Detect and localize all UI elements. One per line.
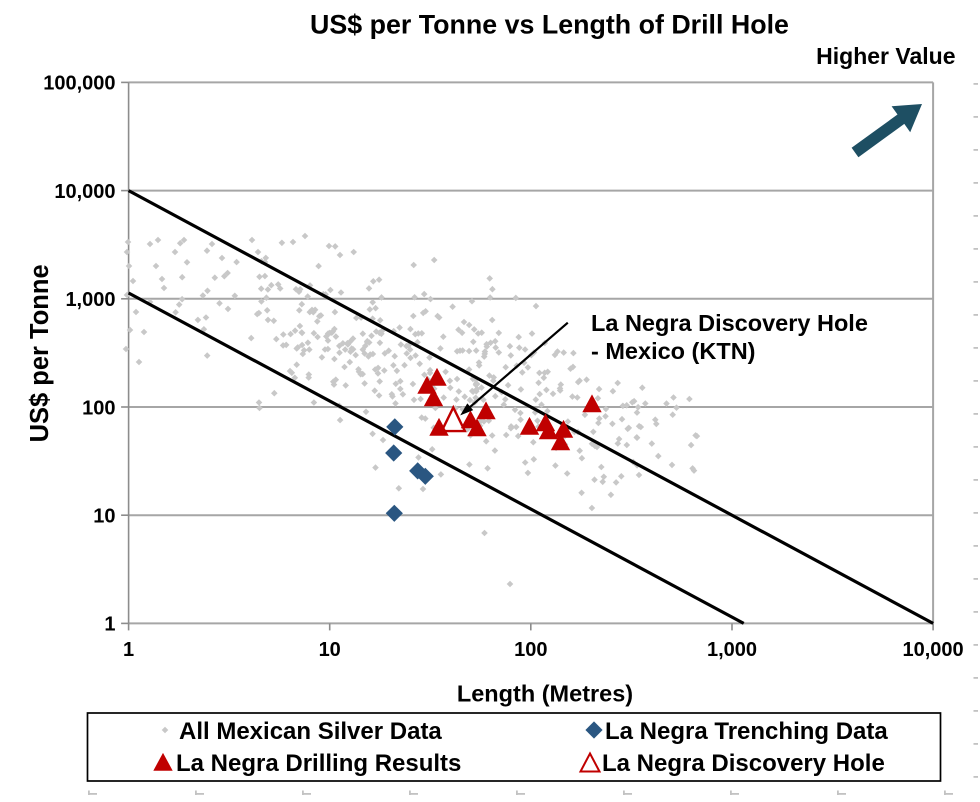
svg-text:10,000: 10,000 xyxy=(54,181,115,203)
svg-text:Length (Metres): Length (Metres) xyxy=(457,681,633,707)
svg-text:100,000: 100,000 xyxy=(43,73,115,95)
svg-text:100: 100 xyxy=(514,639,547,661)
svg-text:10: 10 xyxy=(319,639,341,661)
svg-text:1,000: 1,000 xyxy=(65,289,115,311)
svg-text:10: 10 xyxy=(93,506,115,528)
svg-text:La Negra Trenching Data: La Negra Trenching Data xyxy=(605,718,888,745)
svg-text:100: 100 xyxy=(82,397,115,419)
svg-text:1,000: 1,000 xyxy=(707,639,757,661)
svg-text:1: 1 xyxy=(123,639,134,661)
svg-text:La Negra Discovery Hole: La Negra Discovery Hole xyxy=(591,310,868,336)
svg-text:US$ per Tonne vs Length of Dri: US$ per Tonne vs Length of Drill Hole xyxy=(310,10,789,40)
svg-text:La Negra Discovery Hole: La Negra Discovery Hole xyxy=(602,750,885,777)
svg-text:10,000: 10,000 xyxy=(903,639,964,661)
svg-text:La Negra Drilling Results: La Negra Drilling Results xyxy=(176,750,461,777)
svg-text:1: 1 xyxy=(104,614,115,636)
svg-text:Higher Value: Higher Value xyxy=(816,43,955,69)
svg-text:- Mexico (KTN): - Mexico (KTN) xyxy=(591,338,756,364)
svg-text:All Mexican Silver Data: All Mexican Silver Data xyxy=(179,718,442,745)
svg-text:US$ per Tonne: US$ per Tonne xyxy=(26,264,54,442)
